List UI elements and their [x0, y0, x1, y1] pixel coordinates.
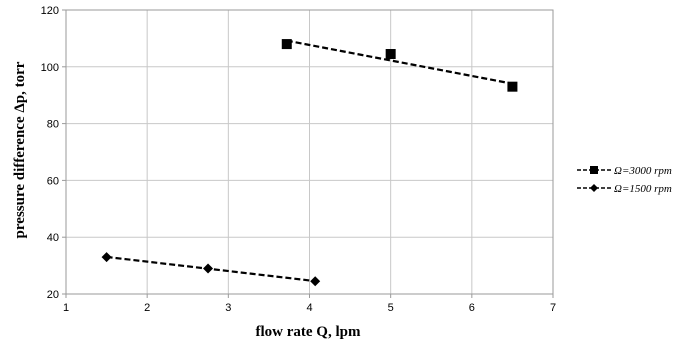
- x-tick-label: 1: [63, 302, 69, 314]
- data-point: [385, 49, 396, 60]
- legend-marker: [590, 166, 598, 174]
- legend: Ω=3000 rpm Ω=1500 rpm: [577, 165, 672, 195]
- x-tick-label: 3: [225, 302, 231, 314]
- y-tick-label: 100: [41, 62, 59, 74]
- tick-labels: 1 2 3 4 5 6 7 20 40 60 80 100 120: [41, 5, 556, 314]
- data-point: [310, 276, 321, 287]
- data-point: [281, 39, 292, 50]
- y-tick-label: 20: [47, 289, 59, 301]
- legend-marker: [590, 184, 598, 192]
- y-axis-title: pressure difference Δp, torr: [12, 61, 28, 238]
- data-point: [203, 263, 214, 274]
- data-point: [101, 252, 112, 263]
- legend-label: Ω=3000 rpm: [614, 165, 672, 177]
- legend-item: Ω=3000 rpm: [577, 165, 672, 177]
- legend-label: Ω=1500 rpm: [614, 183, 672, 195]
- x-axis-title: flow rate Q, lpm: [256, 324, 361, 340]
- x-tick-label: 5: [388, 302, 394, 314]
- series-1: [281, 39, 518, 92]
- x-tick-label: 2: [144, 302, 150, 314]
- plot-area-frame: [65, 9, 554, 295]
- data-point: [507, 81, 518, 92]
- legend-item: Ω=1500 rpm: [577, 183, 672, 195]
- trendline: [286, 39, 513, 85]
- y-tick-label: 40: [47, 232, 59, 244]
- y-tick-label: 60: [47, 175, 59, 187]
- x-tick-label: 4: [306, 302, 312, 314]
- x-tick-label: 6: [469, 302, 475, 314]
- x-tick-label: 7: [550, 302, 556, 314]
- grid-lines: [62, 9, 554, 298]
- y-tick-label: 120: [41, 5, 59, 17]
- series-2: [101, 252, 321, 287]
- data-series: [101, 39, 518, 287]
- y-tick-label: 80: [47, 119, 59, 131]
